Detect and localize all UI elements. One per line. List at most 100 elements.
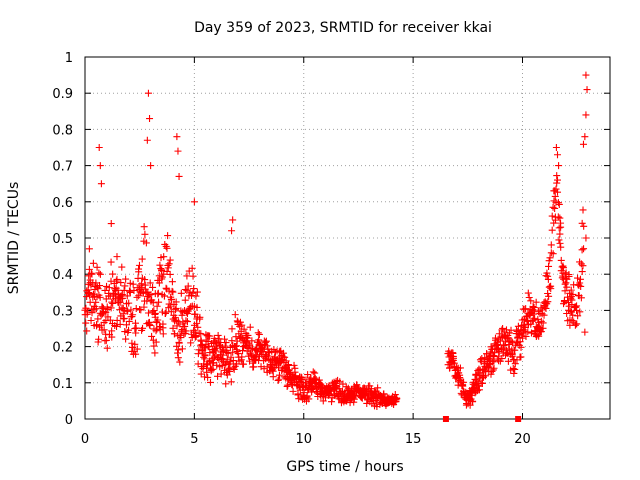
x-tick-label: 20 xyxy=(514,432,531,447)
data-point xyxy=(121,328,129,336)
data-point xyxy=(193,288,201,296)
data-point xyxy=(577,294,585,302)
data-point xyxy=(498,355,506,363)
data-point xyxy=(112,277,120,285)
data-point xyxy=(328,398,336,406)
data-point xyxy=(161,309,169,317)
data-point xyxy=(93,322,101,330)
data-point xyxy=(556,230,564,238)
data-point xyxy=(138,255,146,263)
data-point xyxy=(226,367,234,375)
data-point xyxy=(105,284,113,292)
data-point xyxy=(520,305,528,313)
data-point xyxy=(244,339,252,347)
data-point xyxy=(516,338,524,346)
data-point xyxy=(517,343,525,351)
data-point xyxy=(264,345,272,353)
data-point xyxy=(275,375,283,383)
data-point xyxy=(168,278,176,286)
data-point xyxy=(311,369,319,377)
data-point xyxy=(542,304,550,312)
data-point xyxy=(222,380,230,388)
data-point xyxy=(537,317,545,325)
data-point xyxy=(289,387,297,395)
data-point xyxy=(113,316,121,324)
data-point xyxy=(561,287,569,295)
data-point xyxy=(206,378,214,386)
data-point xyxy=(129,311,137,319)
data-point xyxy=(490,364,498,372)
plot-frame xyxy=(84,56,611,420)
data-point xyxy=(155,298,163,306)
data-point xyxy=(580,245,588,253)
data-point xyxy=(141,276,149,284)
data-point xyxy=(164,232,172,240)
data-point xyxy=(540,311,548,319)
data-point xyxy=(348,386,356,394)
data-point xyxy=(144,89,152,97)
x-tick-label: 15 xyxy=(405,432,422,447)
data-point xyxy=(147,291,155,299)
y-tick-label: 0 xyxy=(65,413,73,428)
data-point xyxy=(209,365,217,373)
data-point xyxy=(350,395,358,403)
data-point xyxy=(109,270,117,278)
data-point xyxy=(552,144,560,151)
data-point xyxy=(522,305,530,313)
data-point xyxy=(223,346,231,354)
data-point xyxy=(108,298,116,306)
data-point xyxy=(135,261,143,269)
data-point xyxy=(190,285,198,293)
data-point xyxy=(182,327,190,335)
data-point xyxy=(576,275,584,283)
data-point xyxy=(475,386,483,394)
data-point xyxy=(103,344,111,352)
data-point xyxy=(574,274,582,282)
data-point xyxy=(553,176,561,184)
data-point xyxy=(499,324,507,332)
data-point xyxy=(563,283,571,291)
data-point xyxy=(508,350,516,358)
data-point xyxy=(135,268,143,276)
data-point xyxy=(193,303,201,311)
data-point xyxy=(175,172,183,180)
data-point xyxy=(583,86,591,94)
data-point xyxy=(136,288,144,296)
data-point xyxy=(92,298,100,306)
data-point xyxy=(305,395,313,403)
data-point xyxy=(182,317,190,325)
data-point xyxy=(573,302,581,310)
data-point xyxy=(169,288,177,296)
data-point xyxy=(291,364,299,372)
data-point xyxy=(197,337,205,345)
y-tick-label: 0.9 xyxy=(52,87,73,102)
data-point xyxy=(478,379,486,387)
data-point xyxy=(149,283,157,291)
data-point xyxy=(551,204,559,212)
data-point xyxy=(92,305,100,313)
x-ticks: 0 5 10 15 20 xyxy=(81,57,531,447)
data-point xyxy=(113,253,121,261)
x-tick-label: 10 xyxy=(295,432,312,447)
data-point xyxy=(171,317,179,325)
data-point xyxy=(83,310,91,318)
data-point xyxy=(231,311,239,319)
data-point xyxy=(125,317,133,325)
data-point xyxy=(517,353,525,361)
data-point xyxy=(571,303,579,311)
data-point xyxy=(197,330,205,338)
y-tick-label: 0.2 xyxy=(52,341,73,356)
data-point xyxy=(238,353,246,361)
data-point xyxy=(175,338,183,346)
zero-point xyxy=(515,416,522,422)
data-point xyxy=(176,358,184,366)
data-point xyxy=(545,262,553,270)
data-point xyxy=(456,364,464,372)
data-point xyxy=(140,223,148,231)
data-point xyxy=(532,298,540,306)
data-point xyxy=(311,374,319,382)
data-point xyxy=(108,327,116,335)
data-point xyxy=(174,354,182,362)
data-point xyxy=(201,351,209,359)
data-point xyxy=(224,349,232,357)
